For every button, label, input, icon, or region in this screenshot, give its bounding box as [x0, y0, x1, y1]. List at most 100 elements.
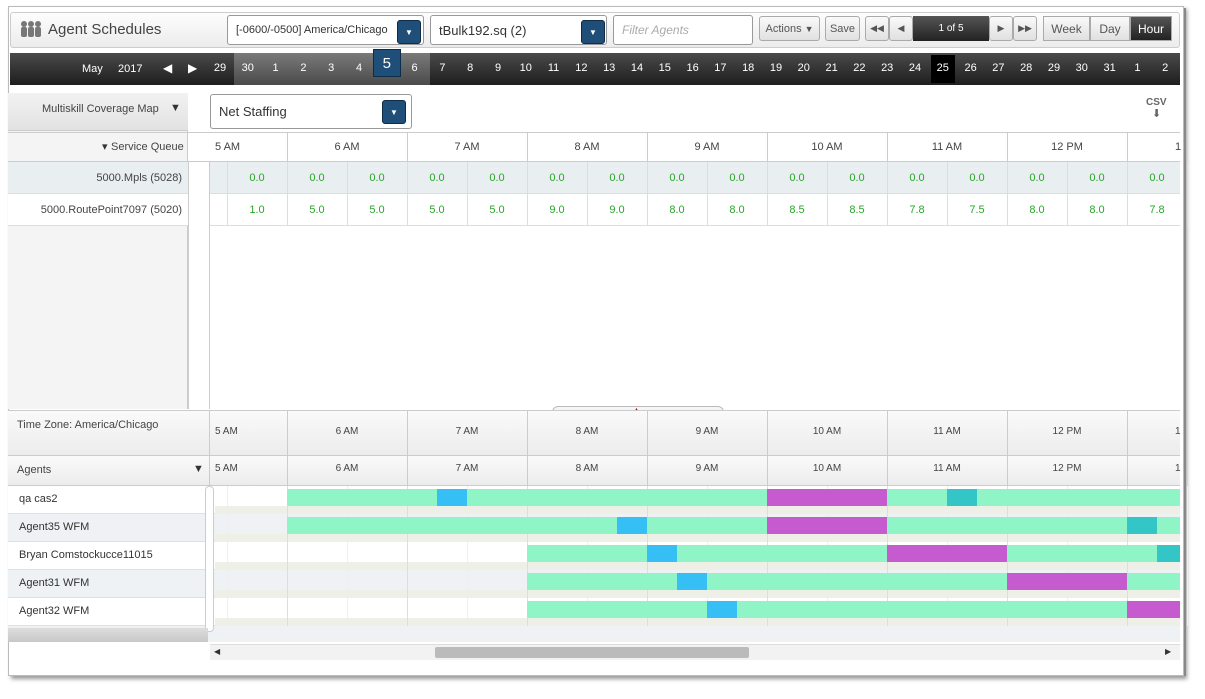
date[interactable]: 30: [241, 62, 254, 74]
schedule-block[interactable]: [707, 601, 737, 618]
dropdown-button[interactable]: ▼: [382, 100, 406, 124]
schedule-block[interactable]: [287, 489, 437, 506]
date[interactable]: 12: [575, 62, 588, 74]
queue-dropdown[interactable]: tBulk192.sq (2): [430, 15, 607, 45]
staffing-value: 0.0: [789, 172, 805, 184]
timezone-dropdown[interactable]: [-0600/-0500] America/Chicago: [227, 15, 424, 45]
agent-name[interactable]: qa cas2: [19, 493, 58, 505]
date[interactable]: 23: [881, 62, 894, 74]
view-button[interactable]: Week: [1043, 16, 1090, 41]
date[interactable]: 29: [1047, 62, 1061, 74]
agent-name[interactable]: Agent35 WFM: [19, 521, 90, 533]
schedule-block[interactable]: [887, 489, 947, 506]
schedule-block[interactable]: [647, 517, 767, 534]
schedule-block[interactable]: [947, 489, 977, 506]
hour-label: 11 AM: [933, 426, 961, 437]
schedule-block[interactable]: [977, 489, 1180, 506]
schedule-block[interactable]: [1127, 573, 1180, 590]
date[interactable]: 7: [439, 62, 446, 74]
date[interactable]: 10: [519, 62, 532, 74]
next-month[interactable]: ▶: [188, 61, 198, 75]
date[interactable]: 27: [992, 62, 1005, 74]
schedule-block[interactable]: [527, 545, 647, 562]
next-page[interactable]: ▶: [989, 16, 1013, 41]
vertical-scrollbar[interactable]: [205, 486, 214, 632]
agent-name[interactable]: Agent31 WFM: [19, 577, 90, 589]
dropdown-button[interactable]: ▼: [397, 20, 421, 44]
scroll-left[interactable]: ◀: [214, 647, 221, 656]
schedule-block[interactable]: [527, 573, 677, 590]
csv-label[interactable]: CSV: [1146, 97, 1167, 108]
date[interactable]: 29: [213, 62, 227, 74]
date[interactable]: 1: [272, 62, 279, 74]
date[interactable]: 30: [1075, 62, 1088, 74]
schedule-block[interactable]: [1127, 601, 1180, 618]
first-page[interactable]: ◀◀: [865, 16, 889, 41]
caret[interactable]: ▼: [193, 463, 204, 475]
schedule-block[interactable]: [767, 489, 887, 506]
view-button[interactable]: Day: [1090, 16, 1130, 41]
date[interactable]: 6: [411, 62, 418, 74]
last-page[interactable]: ▶▶: [1013, 16, 1037, 41]
schedule-block[interactable]: [767, 517, 887, 534]
save-button[interactable]: Save: [825, 16, 860, 41]
schedule-block[interactable]: [1007, 573, 1127, 590]
date[interactable]: 2: [300, 62, 307, 74]
date[interactable]: 16: [686, 62, 699, 74]
agent-name[interactable]: Agent32 WFM: [19, 605, 90, 617]
schedule-block[interactable]: [737, 601, 1127, 618]
date[interactable]: 26: [964, 62, 977, 74]
date[interactable]: 15: [658, 62, 671, 74]
schedule-block[interactable]: [647, 545, 677, 562]
date[interactable]: 4: [355, 62, 363, 74]
schedule-block[interactable]: [887, 545, 1007, 562]
view-button[interactable]: Hour: [1130, 16, 1172, 41]
prev-page[interactable]: ◀: [889, 16, 913, 41]
date[interactable]: 3: [328, 62, 335, 74]
date[interactable]: 11: [547, 62, 560, 74]
date[interactable]: 22: [853, 62, 866, 74]
schedule-block[interactable]: [287, 517, 617, 534]
schedule-block[interactable]: [467, 489, 767, 506]
schedule-block[interactable]: [707, 573, 1007, 590]
agent-name[interactable]: Bryan Comstockucce11015: [19, 549, 153, 561]
scroll-right[interactable]: ▶: [1165, 647, 1172, 656]
date[interactable]: 21: [825, 62, 838, 74]
schedule-block[interactable]: [1127, 517, 1157, 534]
dropdown-button[interactable]: ▼: [581, 20, 605, 44]
date[interactable]: 20: [797, 62, 810, 74]
date[interactable]: 1: [1134, 62, 1141, 74]
schedule-block[interactable]: [437, 489, 467, 506]
schedule-block[interactable]: [677, 545, 887, 562]
schedule-block[interactable]: [1157, 545, 1180, 562]
download-icon[interactable]: ⬇: [1152, 108, 1162, 120]
schedule-block[interactable]: [1157, 517, 1180, 534]
schedule-block[interactable]: [887, 517, 1127, 534]
scroll-thumb[interactable]: [435, 647, 749, 658]
schedule-block[interactable]: [527, 601, 707, 618]
date[interactable]: 9: [494, 62, 502, 74]
caret[interactable]: ▼: [170, 102, 181, 114]
filter-input[interactable]: Filter Agents: [613, 15, 753, 45]
staffing-value: 5.0: [429, 204, 445, 216]
date[interactable]: 24: [908, 62, 922, 74]
schedule-block[interactable]: [1007, 545, 1157, 562]
schedule-block[interactable]: [677, 573, 707, 590]
date[interactable]: 19: [769, 62, 783, 74]
date[interactable]: 18: [742, 62, 755, 74]
date[interactable]: 31: [1103, 62, 1116, 74]
date[interactable]: 25: [936, 62, 949, 74]
selected-date: [930, 55, 955, 83]
actions-button[interactable]: Actions ▼: [759, 16, 820, 41]
date[interactable]: 13: [603, 62, 616, 74]
metric-dropdown[interactable]: Net Staffing: [210, 94, 412, 129]
date[interactable]: 28: [1020, 62, 1033, 74]
hour-label: 10 AM: [812, 463, 842, 474]
date-callout[interactable]: 5: [372, 49, 401, 77]
date[interactable]: 17: [714, 62, 727, 74]
date[interactable]: 14: [630, 62, 644, 74]
date[interactable]: 8: [467, 62, 474, 74]
date[interactable]: 2: [1162, 62, 1169, 74]
schedule-block[interactable]: [617, 517, 647, 534]
prev-month[interactable]: ◀: [163, 61, 173, 75]
